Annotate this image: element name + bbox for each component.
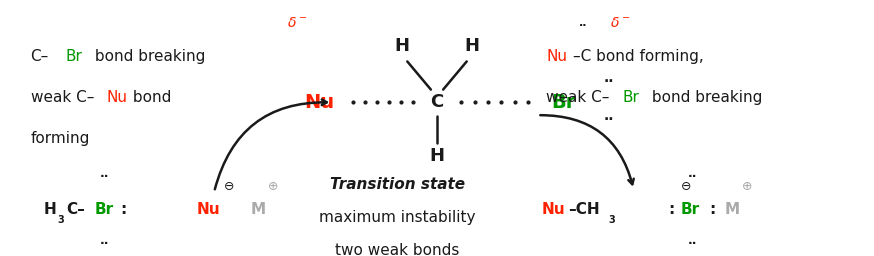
Text: Nu: Nu [107, 90, 128, 105]
Text: ⊕: ⊕ [268, 180, 279, 193]
Text: ··: ·· [101, 170, 109, 183]
Text: ⊕: ⊕ [742, 180, 753, 193]
Text: bond: bond [128, 90, 171, 105]
Text: Nu: Nu [304, 93, 334, 112]
Text: Br: Br [94, 202, 114, 217]
Text: ··: ·· [688, 170, 697, 183]
Text: –CH: –CH [568, 202, 600, 217]
Text: 3: 3 [608, 215, 615, 225]
Text: bond breaking: bond breaking [647, 90, 762, 105]
Text: Br: Br [551, 93, 576, 112]
Text: H: H [394, 37, 410, 55]
Text: C–: C– [31, 49, 49, 64]
Text: C–: C– [66, 202, 86, 217]
Text: :: : [669, 202, 675, 217]
Text: M: M [251, 202, 266, 217]
Text: :: : [121, 202, 127, 217]
Text: weak C–: weak C– [31, 90, 94, 105]
Text: C: C [430, 93, 444, 111]
Text: $\delta^-$: $\delta^-$ [610, 16, 631, 30]
Text: $\delta^-$: $\delta^-$ [287, 16, 308, 30]
Text: Nu: Nu [197, 202, 220, 217]
Text: two weak bonds: two weak bonds [336, 243, 460, 256]
Text: bond breaking: bond breaking [90, 49, 205, 64]
Text: maximum instability: maximum instability [319, 210, 476, 225]
Text: –C bond forming,: –C bond forming, [573, 49, 704, 64]
FancyArrowPatch shape [215, 100, 327, 189]
Text: weak C–: weak C– [546, 90, 610, 105]
Text: ··: ·· [604, 75, 614, 89]
Text: ··: ·· [604, 113, 614, 127]
Text: ⊖: ⊖ [224, 180, 234, 193]
Text: ··: ·· [688, 237, 697, 250]
Text: Transition state: Transition state [330, 177, 465, 192]
Text: M: M [725, 202, 739, 217]
Text: :: : [709, 202, 715, 217]
Text: Br: Br [681, 202, 700, 217]
Text: 3: 3 [58, 215, 65, 225]
Text: Br: Br [66, 49, 82, 64]
Text: Nu: Nu [546, 49, 567, 64]
Text: Br: Br [622, 90, 639, 105]
Text: ··: ·· [101, 237, 109, 250]
Text: ⊖: ⊖ [681, 180, 691, 193]
Text: Nu: Nu [542, 202, 565, 217]
Text: ··: ·· [579, 20, 587, 31]
Text: H: H [44, 202, 57, 217]
Text: H: H [464, 37, 480, 55]
Text: forming: forming [31, 131, 90, 146]
FancyArrowPatch shape [540, 115, 634, 184]
Text: H: H [429, 147, 445, 165]
